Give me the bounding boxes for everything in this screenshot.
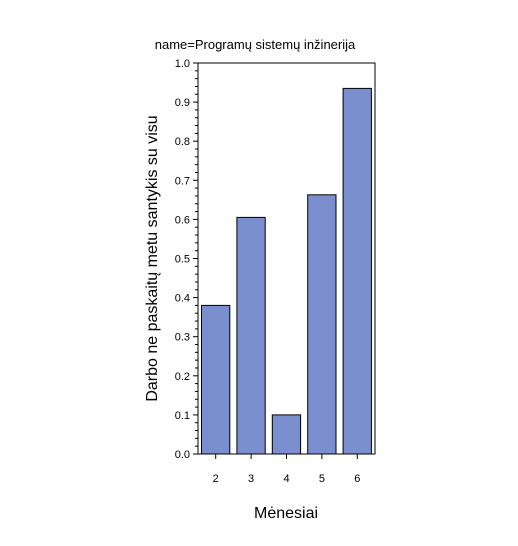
- x-tick-label: 3: [248, 473, 254, 485]
- bar-5: [307, 194, 337, 455]
- y-tick-label: 0.0: [175, 449, 190, 461]
- bar-2: [201, 304, 231, 455]
- chart-title: name=Programų sistemų inžinerija: [155, 37, 356, 52]
- y-tick-label: 0.9: [175, 97, 190, 109]
- x-tick-label: 6: [354, 473, 360, 485]
- bar-6: [342, 87, 372, 455]
- y-tick-label: 0.4: [175, 293, 190, 305]
- x-axis-label: Mėnesiai: [254, 505, 318, 522]
- x-tick-label: 4: [283, 473, 289, 485]
- bar-3: [236, 216, 266, 455]
- y-tick-label: 0.2: [175, 371, 190, 383]
- y-tick-label: 1.0: [175, 58, 190, 70]
- y-axis: 0.0 0.1 0.2 0.3 0.4 0.5 0.6 0.7 0.8 0.9 1.0: [175, 58, 198, 461]
- bar-4: [271, 414, 302, 455]
- y-tick-label: 0.6: [175, 214, 190, 226]
- x-axis: 2 3 4 5 6: [213, 454, 360, 485]
- y-axis-label: Darbo ne paskaitų metu santykis su visu: [144, 115, 161, 401]
- y-tick-label: 0.5: [175, 254, 190, 266]
- x-tick-label: 2: [213, 473, 219, 485]
- x-tick-label: 5: [319, 473, 325, 485]
- y-tick-label: 0.8: [175, 136, 190, 148]
- bars: [201, 87, 372, 455]
- y-tick-label: 0.1: [175, 410, 190, 422]
- y-tick-label: 0.3: [175, 332, 190, 344]
- y-tick-label: 0.7: [175, 175, 190, 187]
